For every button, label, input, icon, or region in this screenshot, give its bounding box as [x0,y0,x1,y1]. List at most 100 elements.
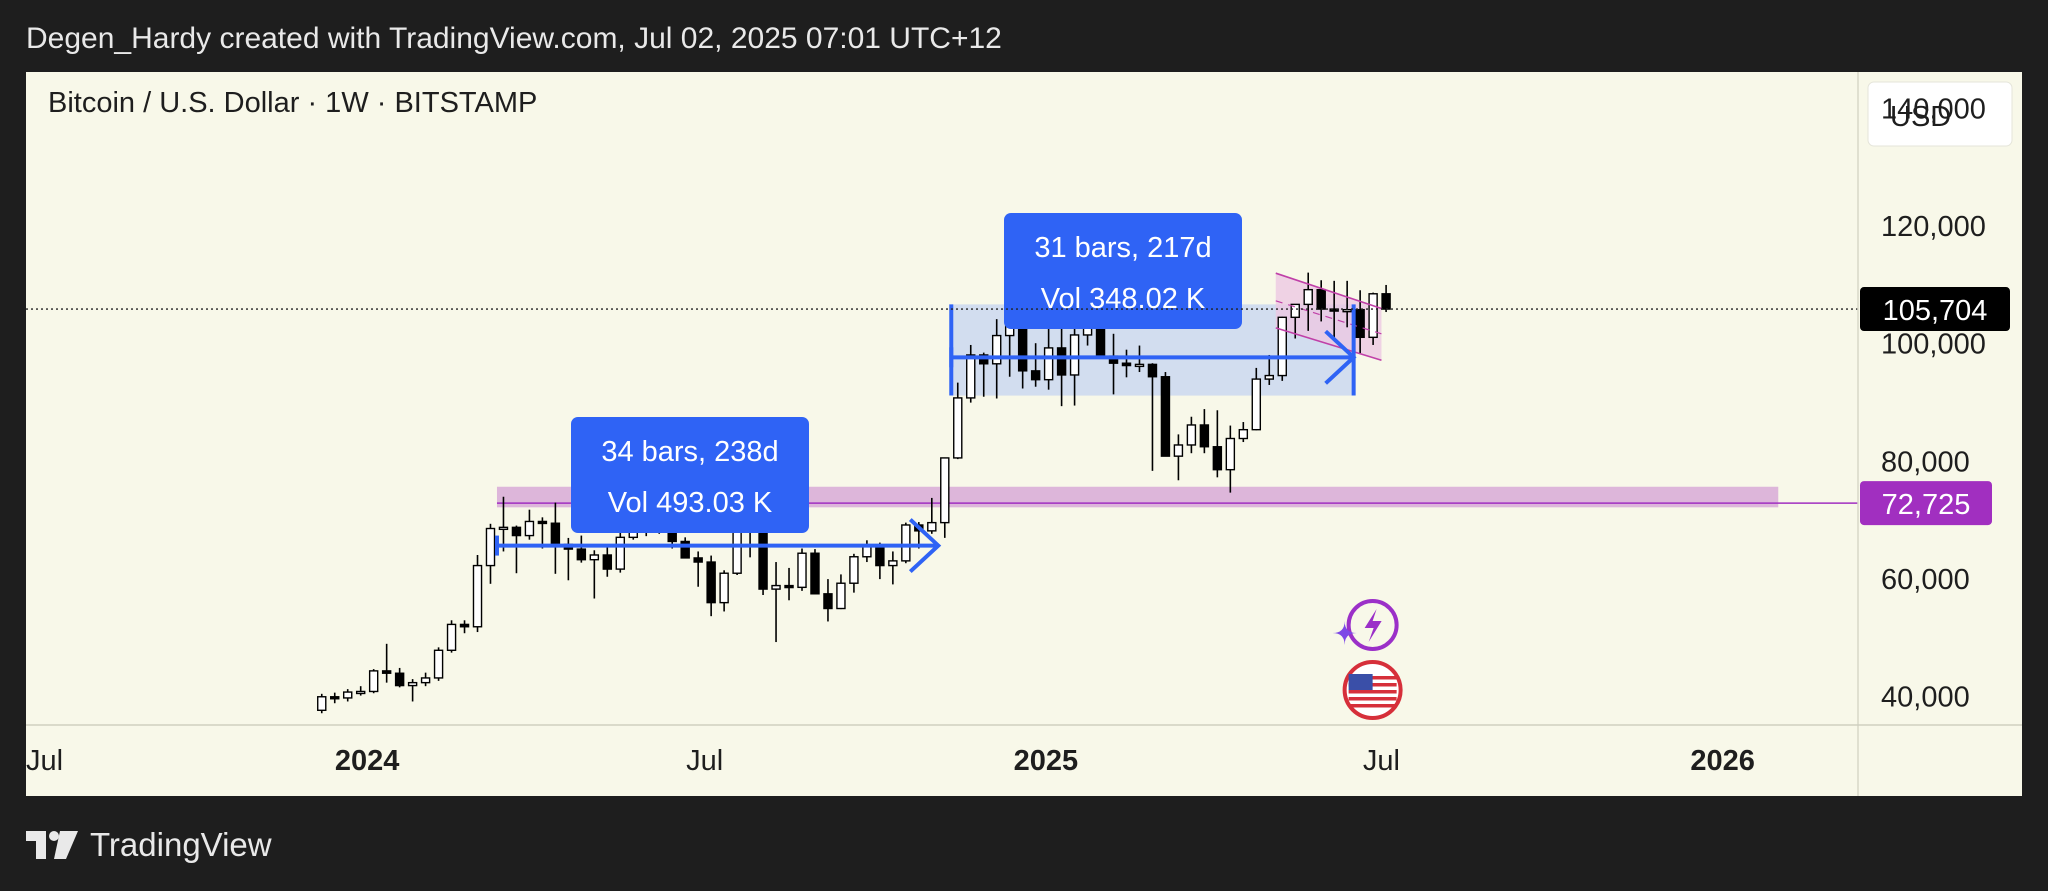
candle-body [498,526,509,531]
range-label-bars-2: 31 bars, 217d [1034,232,1211,264]
support-zone [496,486,1779,508]
chart-caption: Degen_Hardy created with TradingView.com… [26,22,1002,55]
range-arrow-head-1 [908,518,942,574]
candle-body [719,572,729,604]
candle-body [1199,424,1210,448]
candle-body [901,524,911,562]
channel-upper-line [1275,272,1382,310]
candle-body [940,457,950,524]
candle-body [810,552,820,595]
range-label-vol-1: Vol 493.03 K [608,487,773,519]
chart-frame[interactable]: Bitcoin / U.S. Dollar · 1W · BITSTAMP 34 … [26,72,2022,796]
x-tick-label: 2025 [1014,745,1079,777]
sparkle-icon [1332,621,1357,645]
candle-body [330,696,340,700]
range-label-box-1 [571,417,809,533]
lightning-bolt-icon [1364,609,1382,642]
candle-body [1173,444,1184,457]
candle-body [472,564,483,628]
candle-body [1160,376,1171,457]
x-tick-label: 2024 [335,745,400,777]
range-label-bars-1: 34 bars, 238d [601,436,778,468]
y-tick-label: 80,000 [1881,446,1970,478]
candle-body [875,544,885,567]
candle-body [1186,424,1197,446]
candle-body [888,560,898,567]
candle-body [420,677,431,684]
candle-body [394,672,405,687]
candle-body [381,670,392,674]
support-badge [1860,481,1992,526]
candle-body [771,584,781,590]
candle-body [615,536,626,570]
candle-body [446,623,457,651]
us-flag-stripe [1348,704,1397,708]
currency-label: USD [1890,101,1951,133]
candle-body [1043,347,1054,381]
channel-mid-line [1275,300,1382,335]
us-flag-canton [1348,674,1373,690]
candle-body [1329,308,1339,312]
candle-body [849,556,859,584]
x-tick-label: Jul [686,745,723,777]
range-arrow-head-2 [1324,329,1357,385]
lightning-icon [1346,599,1399,651]
candle-body [706,561,716,604]
tradingview-brand[interactable]: TradingView [26,826,272,864]
candle-body [537,520,548,525]
candle-body [1381,293,1391,310]
y-tick-label: 140,000 [1881,93,1986,125]
support-label: 72,725 [1882,489,1971,521]
us-flag-stripe [1348,690,1397,694]
x-tick-label: Jul [1363,745,1400,777]
us-flag-stripe [1348,697,1397,701]
candle-body [927,521,937,532]
candle-body [1121,362,1132,367]
candle-body [1342,308,1352,313]
candle-body [317,696,327,711]
candle-body [407,681,418,687]
candle-body [680,540,690,559]
candle-body [1134,363,1145,368]
brand-name: TradingView [90,826,272,863]
candle-body [1277,316,1287,377]
y-tick-label: 100,000 [1881,329,1986,361]
candle-body [368,670,379,693]
price-chart[interactable]: Bitcoin / U.S. Dollar · 1W · BITSTAMP 34 … [26,72,2022,796]
last-price-badge [1860,287,2010,332]
candle-body [602,554,613,570]
candle-body [1290,303,1300,319]
last-price-label: 105,704 [1883,295,1988,327]
candle-body [693,557,703,563]
candle-body [433,649,444,679]
candle-body [342,691,353,699]
candle-body [1238,428,1249,440]
candle-body [966,354,976,399]
candle-body [797,552,807,589]
candle-body [1303,288,1313,306]
x-tick-label: Jul [26,745,63,777]
candle-body [1147,363,1158,378]
y-tick-label: 40,000 [1881,682,1970,714]
channel-lower-line [1275,327,1382,362]
candle-body [485,527,496,567]
chart-title: Bitcoin / U.S. Dollar · 1W · BITSTAMP [48,87,537,119]
tradingview-logo-icon [26,831,78,859]
candle-body [589,554,600,561]
candle-body [550,522,561,546]
candle-body [511,526,522,537]
candle-body [978,354,989,365]
candle-body [1355,308,1365,339]
candle-body [953,397,963,459]
range-label-box-2 [1004,213,1242,329]
candle-body [1225,437,1236,471]
range-label-vol-2: Vol 348.02 K [1041,283,1206,315]
candle-body [459,623,470,628]
x-tick-label: 2026 [1690,745,1755,777]
candle-body [823,593,833,610]
candle-body [1069,334,1080,376]
candle-body [1251,378,1262,431]
candle-body [524,520,535,537]
candle-body [1368,293,1378,339]
currency-button [1867,81,2013,147]
